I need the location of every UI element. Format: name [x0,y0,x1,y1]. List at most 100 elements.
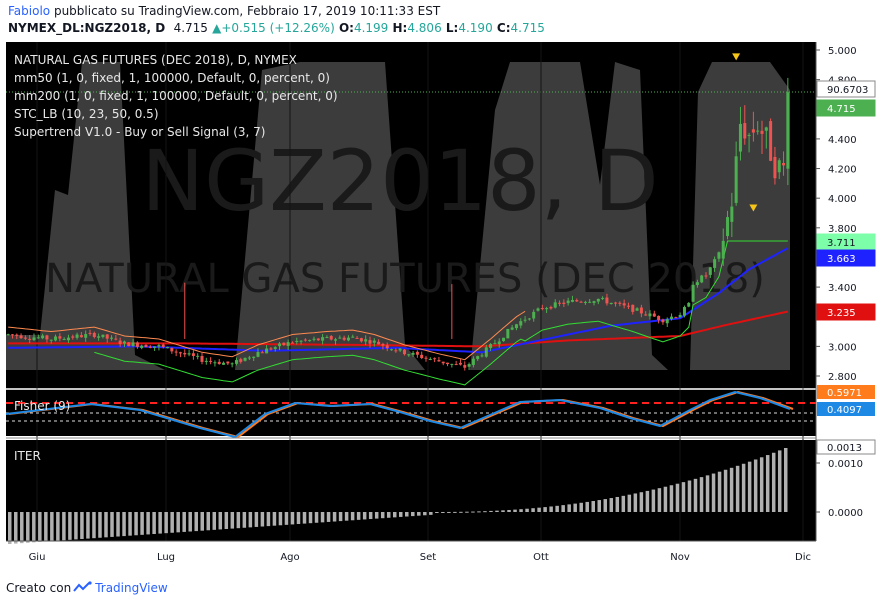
candles [6,77,790,371]
change-value: +0.515 (+12.26%) [221,21,335,35]
candle [493,339,497,345]
candle [536,307,540,312]
iter-bar [573,503,577,512]
candle-body [639,307,643,314]
candle [312,336,316,342]
fisher-lines [5,390,816,439]
iter-bar [230,512,235,529]
candle [144,344,148,348]
iter-bar [759,457,764,512]
candle [364,335,368,346]
y-tick-label: 2.800 [828,372,857,383]
publish-text: pubblicato su TradingView.com, Febbraio … [53,4,441,18]
high-label: H: [392,21,408,35]
iter-bar [128,512,132,536]
candle-body [144,344,148,348]
iter-bar [621,495,626,512]
iter-bar [645,490,650,512]
candle-body [583,301,587,303]
candle-body [463,365,467,368]
candle-body [346,337,350,341]
candle-body [471,358,475,365]
candle [372,338,376,347]
price-tag-label: 3.235 [827,308,856,319]
candle [334,337,338,345]
iter-bar [182,512,186,532]
iter-bar [411,512,415,517]
iter-bar [260,512,265,527]
x-tick-label: Ago [280,552,299,563]
iter-bar [423,512,427,516]
candle [217,359,221,365]
stc-fill [6,62,790,370]
y-tick-label: 3.000 [828,342,857,353]
candle [239,357,243,364]
candle [570,295,574,303]
candle-body [321,337,325,341]
iter-bar [122,512,126,537]
candle [626,302,630,310]
candle-body [303,339,307,341]
iter-bar [356,512,361,520]
candle-body [196,355,200,357]
iter-bar [350,512,355,521]
candle-body [484,347,488,357]
candle [622,299,626,309]
candle [66,334,70,343]
iter-bar [405,512,409,517]
candle [178,351,182,358]
iter-bar [206,512,211,531]
price-axis[interactable] [816,42,884,541]
candle [153,346,157,351]
candle [411,350,415,357]
candle [407,353,411,357]
iter-bar [627,494,632,512]
candle [575,298,579,302]
candle [355,336,359,339]
iter-bar [200,512,204,531]
time-axis-area[interactable] [6,541,816,571]
candle [122,340,126,347]
candle-body [88,332,92,334]
candle-body [523,319,527,321]
candle [782,151,786,176]
candle-body [652,313,656,317]
candle [222,361,226,365]
iter-bar [477,511,481,513]
candle [708,266,712,278]
iter-bar [218,512,223,530]
iter-bar [110,512,114,537]
price-pane[interactable] [6,42,816,388]
candle-body [540,308,544,310]
candle-body [648,313,652,317]
candle [135,341,139,349]
iter-bar [525,508,529,512]
y-tick-label: 3.400 [828,283,857,294]
iter-bar [501,510,505,512]
open-value: 4.199 [353,21,389,35]
candle [764,126,768,149]
candle [743,105,747,145]
candle-body [118,340,122,344]
iter-bar [531,508,535,512]
candle [75,332,79,340]
signals [732,53,758,212]
candle-body [734,156,738,203]
price-tags: 90.6703 4.715 3.711 3.663 3.235 0.5971 0.4097 0… [816,80,876,455]
author-link[interactable]: Fabiolo [8,4,51,18]
candle [71,334,75,340]
candle-body [502,337,506,342]
candle-body [411,352,415,355]
candle-body [738,123,742,152]
tradingview-link[interactable]: TradingView [95,581,168,595]
candle-body [325,337,329,339]
candle-body [441,361,445,364]
fisher-tag [817,402,875,416]
candle-body [730,206,734,222]
iter-bar [68,512,72,540]
iter-bar [447,511,451,513]
candle [695,279,699,288]
candle-body [575,300,579,302]
candle-body [45,335,49,340]
